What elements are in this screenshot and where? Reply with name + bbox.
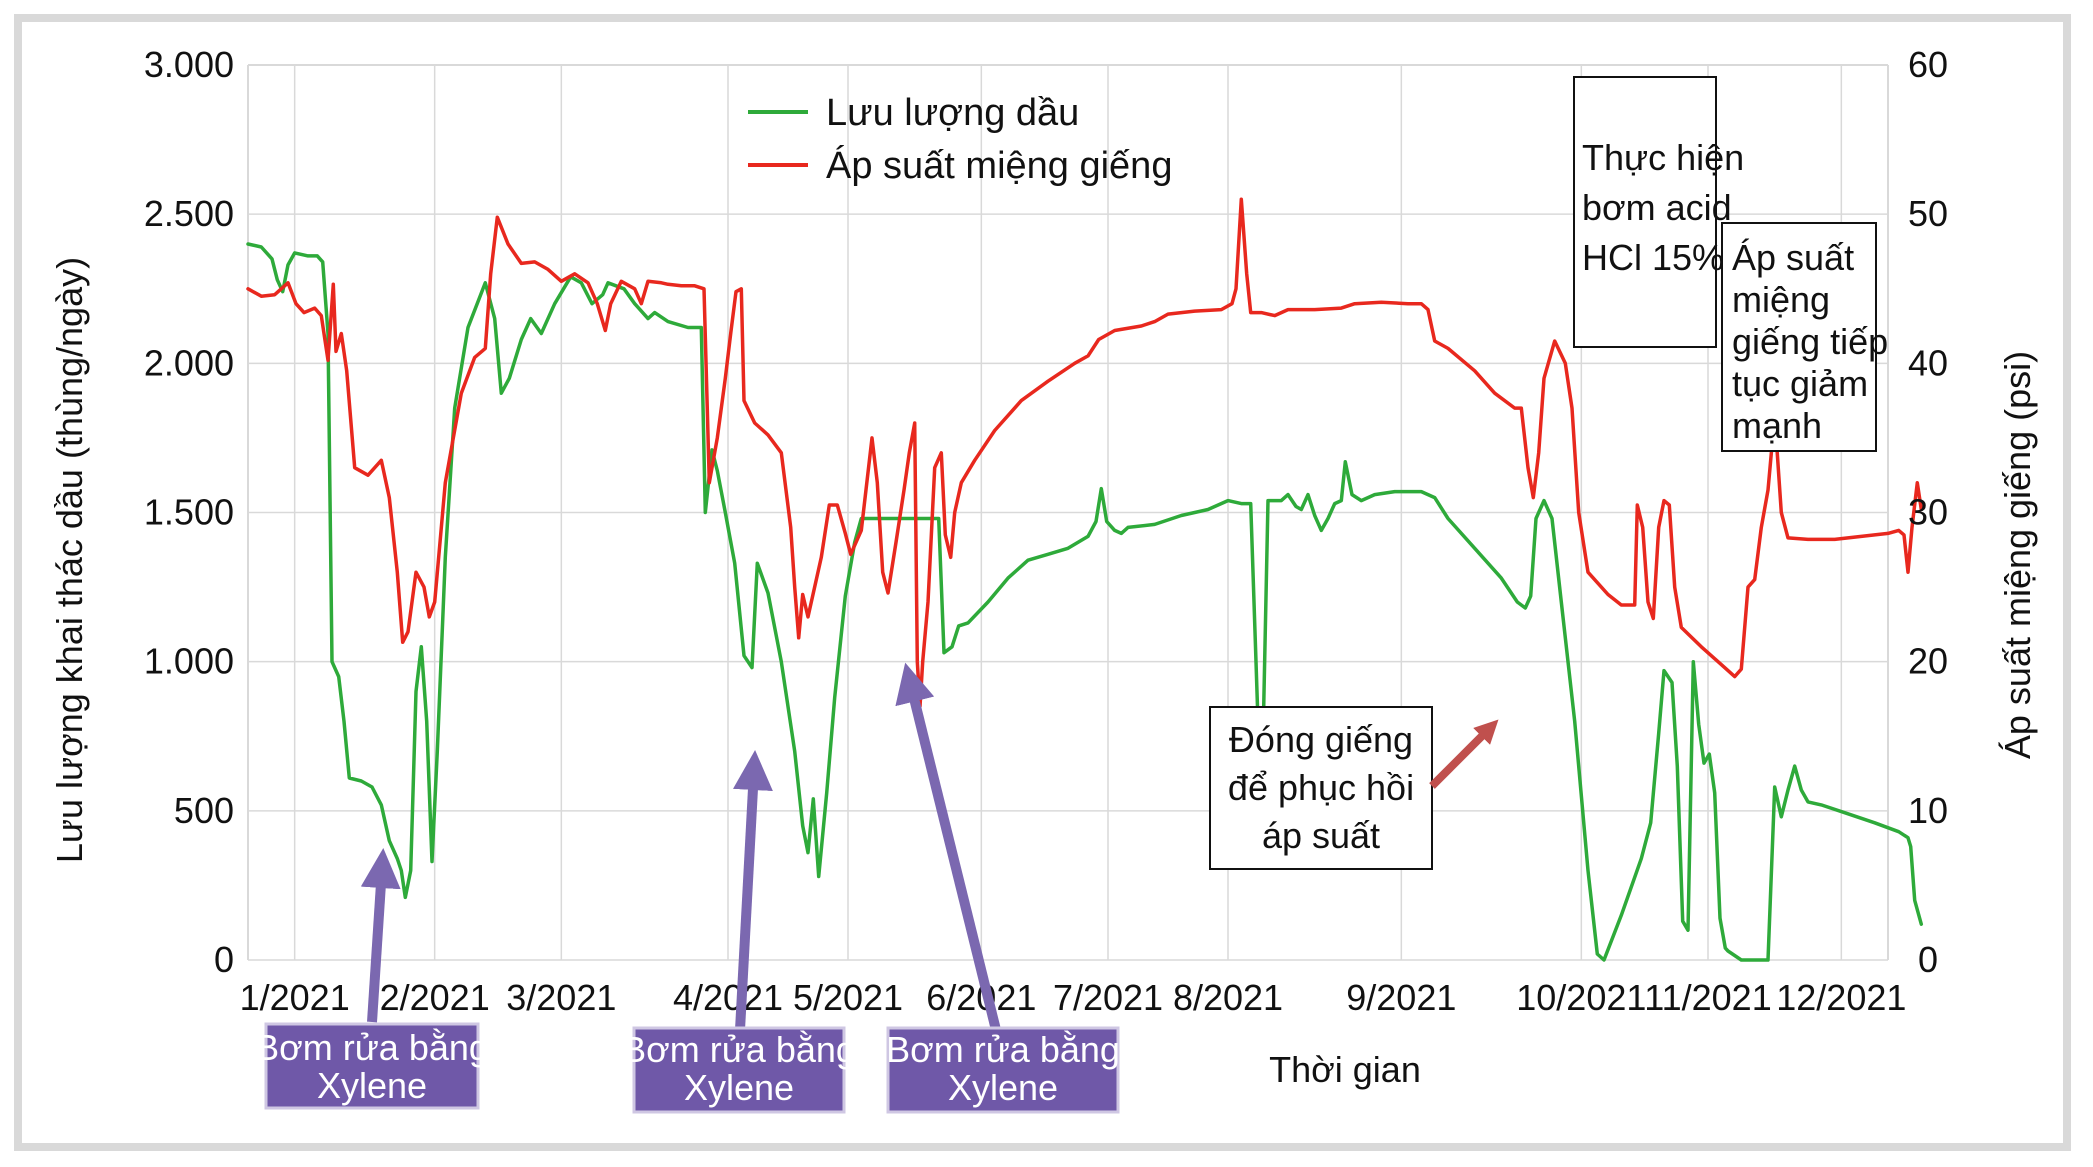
annotation-acid: Thực hiện bơm acid HCl 15% <box>1573 76 1744 348</box>
chart-frame <box>14 14 2071 1151</box>
series-line-wellhead-pressure <box>246 197 1924 709</box>
y-tick-label: 1.000 <box>144 641 234 682</box>
tick-labels: 3.000 2.500 2.000 1.500 1.000 500 0 60 50 40 30 20 1… <box>144 44 1948 1018</box>
x-tick-label: 1/2021 <box>240 977 350 1018</box>
x-tick-label: 5/2021 <box>793 977 903 1018</box>
x-axis-title: Thời gian <box>1269 1049 1421 1090</box>
arrow-xylene-3 <box>895 662 1001 1032</box>
x-tick-label: 10/2021 <box>1516 977 1646 1018</box>
y2-tick-label: 10 <box>1908 790 1948 831</box>
x-tick-label: 12/2021 <box>1776 977 1906 1018</box>
series-line-oil-rate <box>246 242 1924 962</box>
y-tick-label: 2.500 <box>144 193 234 234</box>
xylene-label-3-text: Bơm rửa bằng Xylene <box>886 1029 1120 1108</box>
annotation-closed: Đóng giếng để phục hồi áp suất <box>1209 706 1433 870</box>
x-tick-label: 9/2021 <box>1346 977 1456 1018</box>
xylene-label-2-text: Bơm rửa bằng Xylene <box>622 1029 856 1108</box>
annotation-pressure-text: Áp suất miệng giếng tiếp tục giảm mạnh <box>1732 237 1888 446</box>
x-tick-label: 11/2021 <box>1644 977 1771 1018</box>
x-tick-label: 8/2021 <box>1173 977 1283 1018</box>
xylene-label-2: Bơm rửa bằng Xylene <box>622 1026 856 1114</box>
y-tick-label: 1.500 <box>144 492 234 533</box>
x-tick-label: 3/2021 <box>506 977 616 1018</box>
arrow-closed <box>1429 719 1499 789</box>
legend-label-pressure: Áp suất miệng giếng <box>826 144 1172 187</box>
xylene-label-3: Bơm rửa bằng Xylene <box>886 1026 1120 1114</box>
annotation-acid-text: Thực hiện bơm acid HCl 15% <box>1582 137 1744 278</box>
y-tick-label: 500 <box>174 790 234 831</box>
legend-label-oil: Lưu lượng dầu <box>826 92 1079 134</box>
y-tick-label: 3.000 <box>144 44 234 85</box>
y-tick-label: 0 <box>214 939 234 980</box>
grid-lines <box>247 64 1889 961</box>
x-tick-label: 2/2021 <box>380 977 490 1018</box>
annotation-pressure: Áp suất miệng giếng tiếp tục giảm mạnh <box>1721 222 1888 452</box>
x-tick-label: 7/2021 <box>1053 977 1163 1018</box>
y2-tick-label: 50 <box>1908 193 1948 234</box>
y2-axis-title: Áp suất miệng giếng (psi) <box>1997 351 2038 759</box>
y2-tick-label: 20 <box>1908 641 1948 682</box>
series-layer <box>246 197 1924 962</box>
y2-tick-label: 0 <box>1918 939 1938 980</box>
arrow-xylene-1 <box>360 848 401 1023</box>
y2-tick-label: 30 <box>1908 492 1948 533</box>
y-tick-label: 2.000 <box>144 342 234 383</box>
y-axis-title: Lưu lượng khai thác dầu (thùng/ngày) <box>49 257 90 863</box>
xylene-label-1: Bơm rửa bằng Xylene <box>255 1022 489 1110</box>
legend: Lưu lượng dầu Áp suất miệng giếng <box>748 92 1172 187</box>
xylene-label-1-text: Bơm rửa bằng Xylene <box>255 1027 489 1106</box>
y2-tick-label: 40 <box>1908 342 1948 383</box>
annotation-closed-text: Đóng giếng để phục hồi áp suất <box>1228 719 1414 856</box>
x-tick-label: 4/2021 <box>673 977 783 1018</box>
arrow-xylene-2 <box>732 750 773 1031</box>
y2-tick-label: 60 <box>1908 44 1948 85</box>
